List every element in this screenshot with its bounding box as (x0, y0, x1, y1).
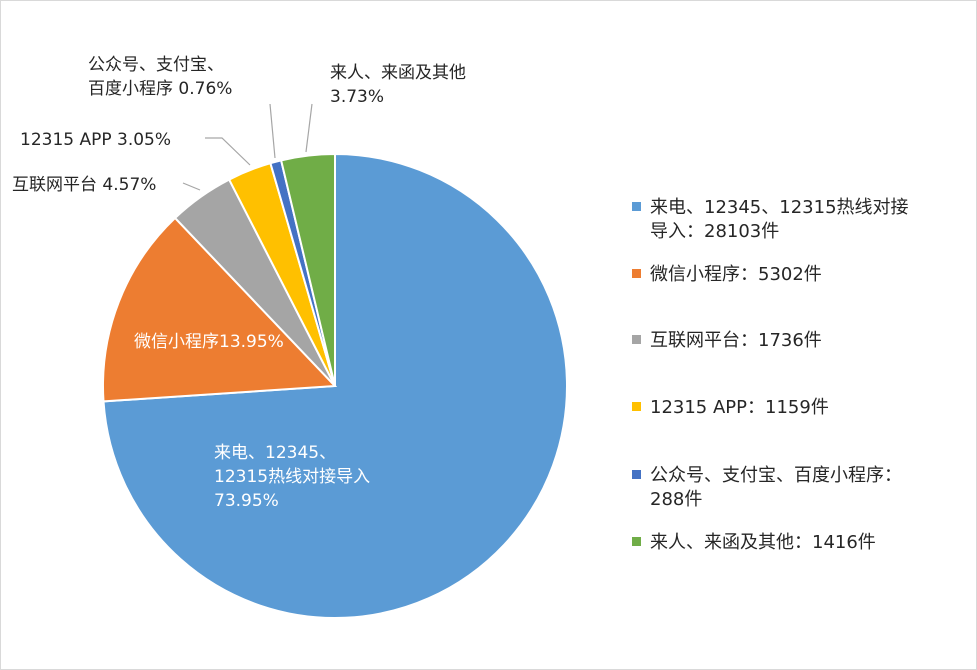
legend-label-4-line-1: 288件 (650, 489, 702, 510)
legend-swatch-2 (632, 335, 641, 344)
legend-swatch-4 (632, 470, 641, 479)
legend-label-2: 互联网平台：1736件 (650, 330, 822, 351)
data-labels: 来电、12345、 12315热线对接导入 73.95% 微信小程序13.95% 互联网… (12, 55, 466, 511)
legend-label-0-line-0: 来电、12345、12315热线对接 (650, 197, 909, 218)
legend-swatch-3 (632, 402, 641, 411)
data-label-4-line-0: 公众号、支付宝、 (88, 55, 224, 75)
leader-line-2 (182, 182, 201, 191)
data-label-5-line-0: 来人、来函及其他 (330, 63, 466, 83)
legend-swatch-5 (632, 537, 641, 546)
legend-label-0-line-1: 导入：28103件 (650, 221, 779, 242)
legend-label-5: 来人、来函及其他：1416件 (650, 532, 876, 553)
legend-label-4-line-0: 公众号、支付宝、百度小程序： (650, 465, 902, 486)
data-label-5-line-1: 3.73% (330, 87, 384, 107)
legend-swatch-0 (632, 202, 641, 211)
data-label-0-line-2: 73.95% (214, 491, 279, 511)
pie-slices (102, 152, 568, 619)
leader-line-5 (305, 103, 313, 153)
leader-line-3 (205, 137, 251, 166)
data-label-2: 互联网平台 4.57% (12, 175, 156, 195)
legend-label-3: 12315 APP：1159件 (650, 397, 829, 418)
legend-label-1: 微信小程序：5302件 (650, 264, 822, 285)
legend-swatch-1 (632, 269, 641, 278)
data-label-4-line-1: 百度小程序 0.76% (88, 79, 232, 99)
leader-lines (182, 103, 313, 191)
data-label-0-line-1: 12315热线对接导入 (214, 467, 370, 487)
leader-line-4 (269, 103, 276, 159)
data-label-1: 微信小程序13.95% (134, 332, 284, 352)
legend: 来电、12345、12315热线对接导入：28103件微信小程序：5302件互联… (632, 197, 909, 553)
pie-slice-5 (279, 152, 336, 387)
data-label-0-line-0: 来电、12345、 (214, 443, 336, 463)
data-label-3: 12315 APP 3.05% (20, 130, 171, 150)
pie-slice-1 (102, 216, 338, 403)
